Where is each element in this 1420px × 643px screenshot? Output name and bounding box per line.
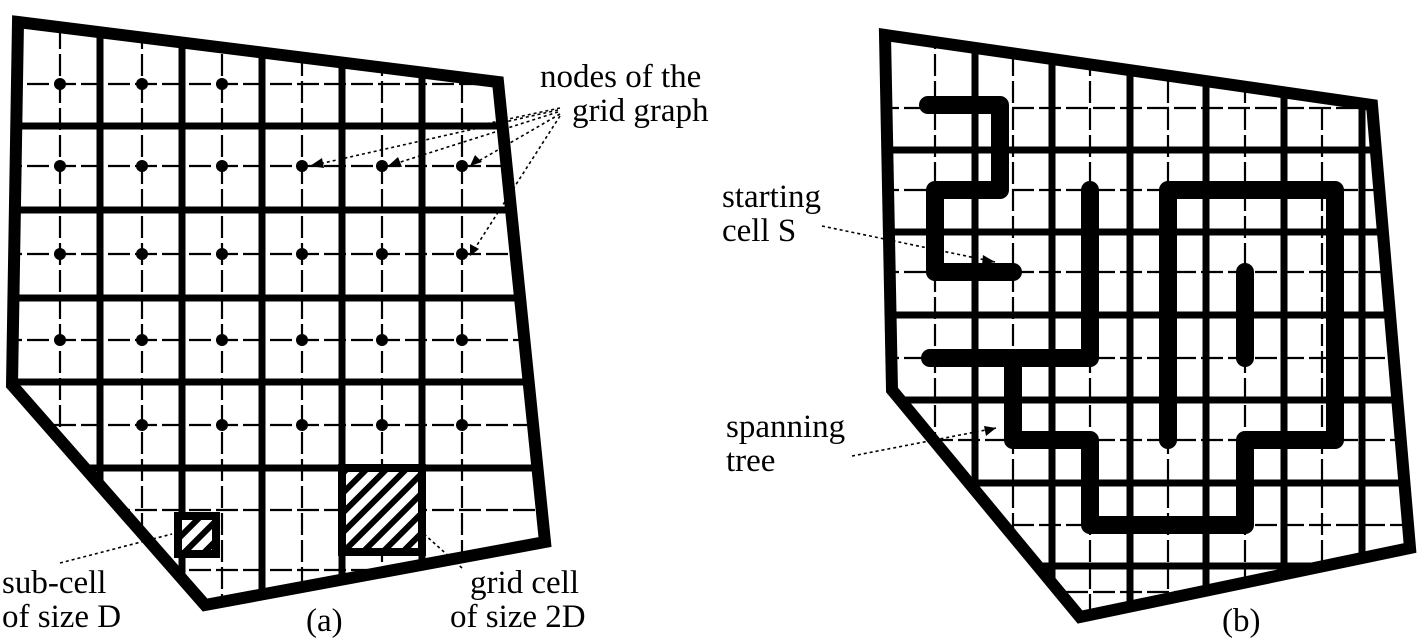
- gridcell-label-line-1: grid cell: [470, 565, 580, 601]
- subcell-label: sub-cell of size D: [2, 566, 121, 634]
- nodes-label: nodes of the grid graph: [540, 60, 709, 128]
- spanning-tree: [919, 96, 1344, 534]
- nodes-label-line-1: nodes of the: [540, 59, 702, 95]
- hatched-sub-cell-inner: [182, 520, 212, 550]
- panel-a-boundary: [5, 15, 552, 612]
- panel-b-pointers: [821, 225, 997, 457]
- caption-a: (a): [306, 603, 343, 639]
- start-label-line-1: starting: [722, 179, 821, 215]
- start-label-line-2: cell S: [722, 213, 797, 249]
- subcell-label-line-2: of size D: [2, 599, 122, 635]
- hatched-grid-cell: [338, 464, 426, 556]
- panel-b: [821, 28, 1417, 624]
- panel-a: [5, 15, 561, 612]
- panel-b-boundary: [878, 28, 1417, 624]
- tree-label: spanning tree: [726, 410, 845, 478]
- subcell-label-line-1: sub-cell: [2, 565, 107, 601]
- gridcell-label: grid cell of size 2D: [450, 566, 586, 634]
- tree-label-line-2: tree: [726, 443, 776, 479]
- panel-a-pointers: [59, 107, 561, 569]
- panel-b-arrowheads: [982, 255, 996, 436]
- caption-b: (b): [1222, 603, 1261, 639]
- panel-a-arrowheads: [310, 155, 482, 256]
- start-label: starting cell S: [722, 180, 821, 248]
- tree-label-line-1: spanning: [726, 409, 846, 445]
- panel-a-nodes: [54, 78, 468, 431]
- gridcell-label-line-2: of size 2D: [450, 599, 586, 635]
- nodes-label-line-2: grid graph: [572, 93, 709, 129]
